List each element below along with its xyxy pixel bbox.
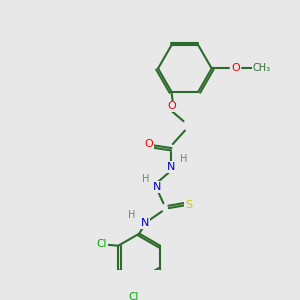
Text: N: N (152, 182, 161, 192)
Text: O: O (167, 101, 176, 112)
Text: N: N (167, 162, 176, 172)
Text: O: O (144, 139, 153, 149)
Text: H: H (180, 154, 187, 164)
Text: O: O (231, 64, 240, 74)
Text: Cl: Cl (129, 292, 139, 300)
Text: CH₃: CH₃ (252, 64, 270, 74)
Text: H: H (142, 174, 149, 184)
Text: S: S (185, 200, 193, 211)
Text: H: H (128, 210, 136, 220)
Text: N: N (140, 218, 149, 228)
Text: Cl: Cl (97, 239, 107, 249)
